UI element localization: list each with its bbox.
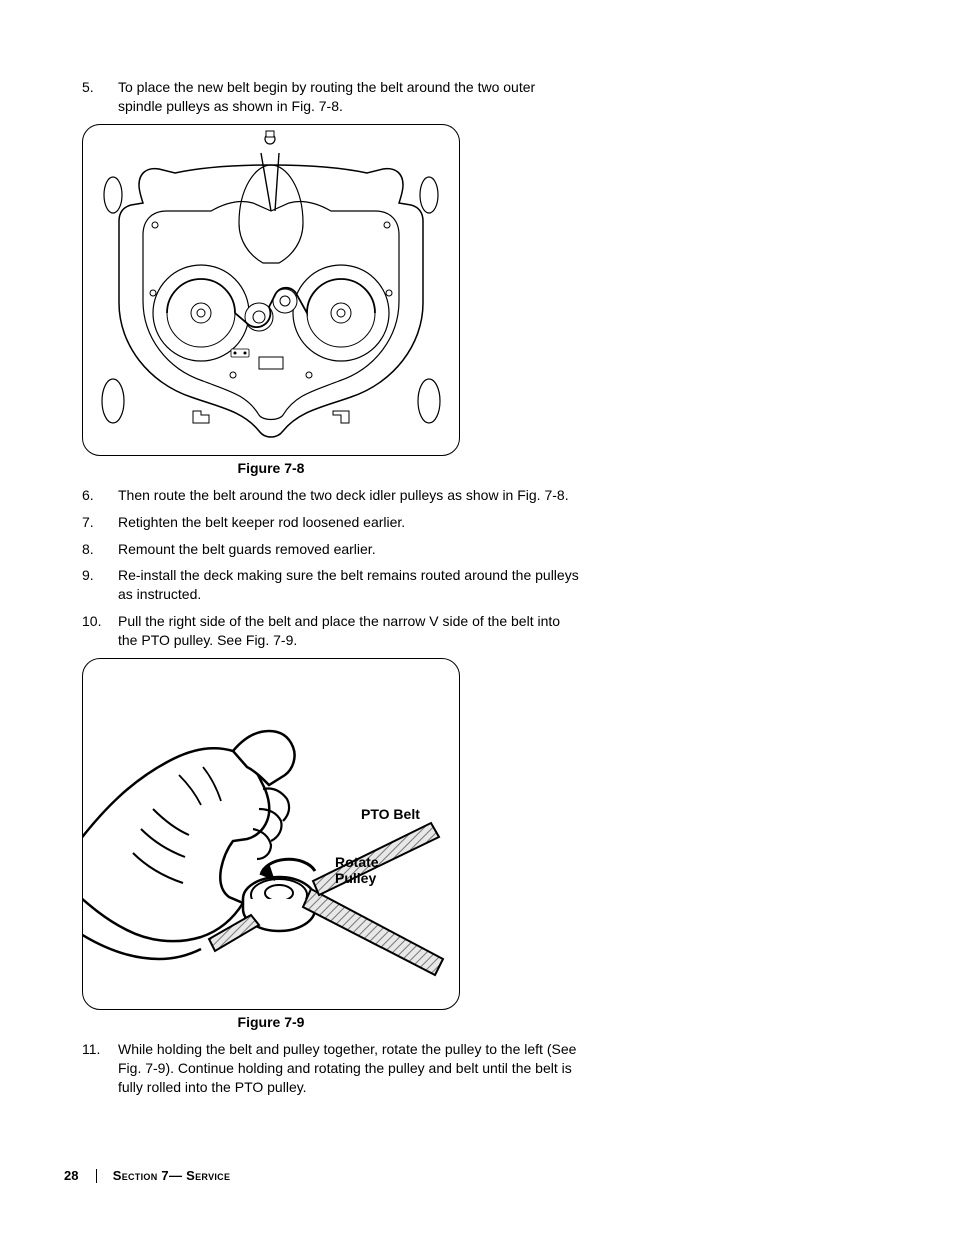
step-number: 11. — [82, 1040, 118, 1097]
step-5: 5. To place the new belt begin by routin… — [82, 78, 582, 116]
figure-7-9-caption: Figure 7-9 — [82, 1014, 460, 1030]
figure-7-8-caption: Figure 7-8 — [82, 460, 460, 476]
step-6: 6. Then route the belt around the two de… — [82, 486, 582, 505]
figure-7-8-box — [82, 124, 460, 456]
step-7: 7. Retighten the belt keeper rod loosene… — [82, 513, 582, 532]
step-8: 8. Remount the belt guards removed earli… — [82, 540, 582, 559]
footer-separator — [96, 1169, 97, 1183]
page-footer: 28 Section 7— Service — [64, 1168, 230, 1185]
step-text: Then route the belt around the two deck … — [118, 486, 582, 505]
footer-section-label: Section 7 — [113, 1168, 169, 1183]
step-number: 6. — [82, 486, 118, 505]
step-text: To place the new belt begin by routing t… — [118, 78, 582, 116]
footer-section-title: Service — [186, 1168, 230, 1183]
step-number: 9. — [82, 566, 118, 604]
step-number: 8. — [82, 540, 118, 559]
step-text: While holding the belt and pulley togeth… — [118, 1040, 582, 1097]
footer-section: Section 7— Service — [113, 1168, 231, 1183]
pto-belt-label: PTO Belt — [361, 807, 420, 822]
step-10: 10. Pull the right side of the belt and … — [82, 612, 582, 650]
mower-deck-diagram — [83, 125, 460, 455]
hand-pulley-diagram — [83, 659, 460, 1010]
step-11: 11. While holding the belt and pulley to… — [82, 1040, 582, 1097]
step-number: 7. — [82, 513, 118, 532]
step-text: Re-install the deck making sure the belt… — [118, 566, 582, 604]
step-text: Retighten the belt keeper rod loosened e… — [118, 513, 582, 532]
page-number: 28 — [64, 1168, 78, 1183]
step-text: Pull the right side of the belt and plac… — [118, 612, 582, 650]
rotate-label: Rotate — [335, 855, 379, 870]
figure-7-9-box: PTO Belt Rotate Pulley — [82, 658, 460, 1010]
step-number: 10. — [82, 612, 118, 650]
main-column: 5. To place the new belt begin by routin… — [82, 78, 582, 1097]
pulley-label: Pulley — [335, 871, 376, 886]
step-9: 9. Re-install the deck making sure the b… — [82, 566, 582, 604]
step-text: Remount the belt guards removed earlier. — [118, 540, 582, 559]
step-number: 5. — [82, 78, 118, 116]
